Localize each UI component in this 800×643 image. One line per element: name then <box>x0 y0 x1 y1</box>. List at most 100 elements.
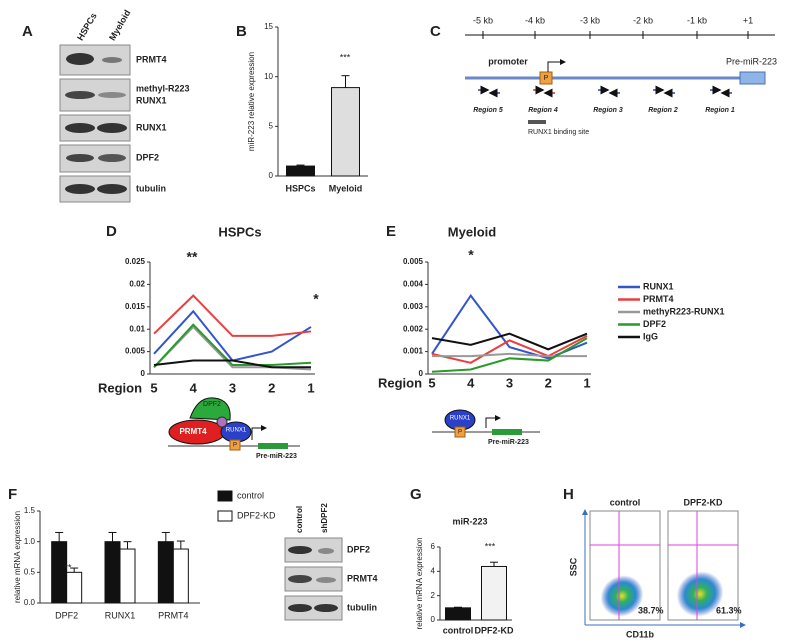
bar <box>157 541 174 604</box>
legend-label: DPF2 <box>643 319 666 329</box>
y-tick-label: 0.5 <box>24 567 36 576</box>
significance: ** <box>187 249 198 265</box>
chart-title: HSPCs <box>218 224 261 239</box>
series-line <box>431 335 588 364</box>
significance: *** <box>340 52 351 62</box>
legend-label: PRMT4 <box>643 294 674 304</box>
blot-a: HSPCs Myeloid PRMT4 methyl-R223 RUNX1 RU… <box>59 8 190 203</box>
significance: *** <box>485 541 496 551</box>
lane-label: control <box>295 506 304 533</box>
bar <box>172 548 189 604</box>
x-tick-label: 2 <box>545 375 552 390</box>
series-line <box>431 337 588 373</box>
gene-label: Pre-miR-223 <box>488 439 529 446</box>
x-tick-label: 3 <box>229 380 236 395</box>
region-label: Region 5 <box>473 107 503 114</box>
y-tick-label: 0 <box>141 369 146 378</box>
blot-row-label: RUNX1 <box>136 122 167 132</box>
panel-label: E <box>386 223 396 240</box>
gene-label: Pre-miR-223 <box>256 453 297 460</box>
y-axis-title: miR-223 relative expression <box>247 52 256 151</box>
y-tick-label: 0 <box>269 171 274 180</box>
x-tick-label: 5 <box>150 380 157 395</box>
y-tick-label: 0.005 <box>403 257 424 266</box>
lane-label: shDPF2 <box>320 503 329 533</box>
significance: * <box>313 291 319 307</box>
bar <box>331 87 360 177</box>
y-tick-label: 0.003 <box>403 302 424 311</box>
series-line <box>153 323 312 368</box>
y-tick-label: 1.5 <box>24 506 36 515</box>
ruler-label: -2 kb <box>633 15 653 25</box>
legend-label: methyR223-RUNX1 <box>643 306 725 316</box>
x-tick-label: RUNX1 <box>105 610 136 620</box>
y-tick-label: 0.02 <box>129 280 145 289</box>
y-tick-label: 4 <box>431 566 436 575</box>
y-tick-label: 0.025 <box>125 257 146 266</box>
ruler-label: -3 kb <box>580 15 600 25</box>
x-tick-label: 1 <box>583 375 590 390</box>
y-tick-label: 6 <box>431 542 436 551</box>
legend-label: control <box>237 490 264 500</box>
legend-swatch <box>217 490 233 502</box>
y-tick-label: 5 <box>269 121 274 130</box>
blot-row-label: tubulin <box>347 602 377 612</box>
y-tick-label: 0.002 <box>403 324 424 333</box>
promoter-box: P <box>544 75 549 82</box>
legend-label: DPF2-KD <box>237 510 276 520</box>
binding-site-label: RUNX1 binding site <box>528 129 589 136</box>
blot-row-label: PRMT4 <box>347 573 378 583</box>
gene-label: Pre-miR-223 <box>726 56 777 66</box>
bar <box>104 541 121 604</box>
panel-label: A <box>22 23 33 40</box>
x-tick-label: Myeloid <box>329 183 363 193</box>
bar <box>481 565 507 621</box>
panel-label: H <box>563 486 574 503</box>
promoter-label: promoter <box>488 56 528 66</box>
blot-f: control shDPF2 DPF2 PRMT4 tubulin <box>284 503 378 621</box>
panel-label: F <box>8 486 17 503</box>
blot-row-label: DPF2 <box>136 152 159 162</box>
bar <box>119 548 136 604</box>
y-tick-label: 0.01 <box>129 324 145 333</box>
panel-label: G <box>410 486 422 503</box>
flow-x-label: CD11b <box>626 629 655 639</box>
promoter-diagram: -5 kb -4 kb -3 kb -2 kb -1 kb +1 Pre-miR… <box>465 15 777 136</box>
blot-row-label: DPF2 <box>347 544 370 554</box>
region-label: Region 4 <box>528 107 558 114</box>
x-tick-label: HSPCs <box>285 183 315 193</box>
x-tick-label: 4 <box>467 375 475 390</box>
y-tick-label: 0.005 <box>125 347 146 356</box>
panel-label: C <box>430 23 441 40</box>
gate-percent: 38.7% <box>638 605 664 615</box>
y-tick-label: 1.0 <box>24 537 36 546</box>
blot-row-label: RUNX1 <box>136 95 167 105</box>
legend-swatch <box>217 510 233 522</box>
x-tick-label: DPF2 <box>55 610 78 620</box>
blot-row-label: PRMT4 <box>136 54 167 64</box>
significance: * <box>468 247 474 263</box>
x-tick-label: DPF2-KD <box>474 625 514 635</box>
blot-row-label: tubulin <box>136 183 166 193</box>
gate-percent: 61.3% <box>716 605 742 615</box>
x-tick-label: 5 <box>428 375 435 390</box>
chart-title: miR-223 <box>452 516 487 526</box>
series-line <box>153 359 311 369</box>
flow-title: DPF2-KD <box>683 497 723 507</box>
series-line <box>432 352 587 358</box>
x-tick-label: 1 <box>307 380 314 395</box>
legend-label: IgG <box>643 331 658 341</box>
y-tick-label: 2 <box>431 591 436 600</box>
panel-label: B <box>236 23 247 40</box>
y-tick-label: 0 <box>419 369 424 378</box>
series-line <box>153 294 312 337</box>
y-tick-label: 0.0 <box>24 598 36 607</box>
region-label: Region 2 <box>648 107 678 114</box>
protein-label: RUNX1 <box>450 416 471 422</box>
x-axis-title: Region <box>98 380 142 395</box>
x-tick-label: 4 <box>190 380 198 395</box>
flow-title: control <box>610 497 641 507</box>
bar <box>286 165 315 177</box>
cartoon-e: Pre-miR-223 RUNX1 P <box>432 409 540 446</box>
